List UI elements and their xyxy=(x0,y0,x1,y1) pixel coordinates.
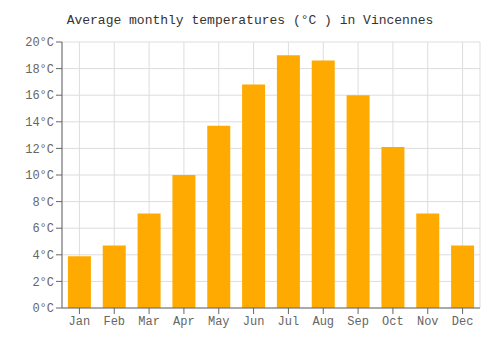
svg-text:Sep: Sep xyxy=(347,315,369,329)
svg-text:Jan: Jan xyxy=(69,315,91,329)
svg-text:20°C: 20°C xyxy=(25,36,54,50)
svg-text:Nov: Nov xyxy=(417,315,439,329)
svg-text:Jul: Jul xyxy=(278,315,300,329)
svg-text:18°C: 18°C xyxy=(25,63,54,77)
svg-text:Feb: Feb xyxy=(103,315,125,329)
svg-text:Mar: Mar xyxy=(138,315,160,329)
svg-text:8°C: 8°C xyxy=(32,196,54,210)
svg-text:10°C: 10°C xyxy=(25,169,54,183)
svg-text:2°C: 2°C xyxy=(32,276,54,290)
svg-text:Apr: Apr xyxy=(173,315,195,329)
svg-text:0°C: 0°C xyxy=(32,302,54,316)
svg-text:14°C: 14°C xyxy=(25,116,54,130)
svg-text:6°C: 6°C xyxy=(32,222,54,236)
html-text:Average monthly temperatures (: Average monthly temperatures (°C ) in Vi… xyxy=(66,13,434,28)
svg-text:Oct: Oct xyxy=(382,315,404,329)
svg-text:Aug: Aug xyxy=(312,315,334,329)
svg-text:4°C: 4°C xyxy=(32,249,54,263)
svg-text:Jun: Jun xyxy=(243,315,265,329)
svg-text:Dec: Dec xyxy=(452,315,474,329)
svg-text:12°C: 12°C xyxy=(25,143,54,157)
svg-text:May: May xyxy=(208,315,230,329)
svg-text:16°C: 16°C xyxy=(25,89,54,103)
